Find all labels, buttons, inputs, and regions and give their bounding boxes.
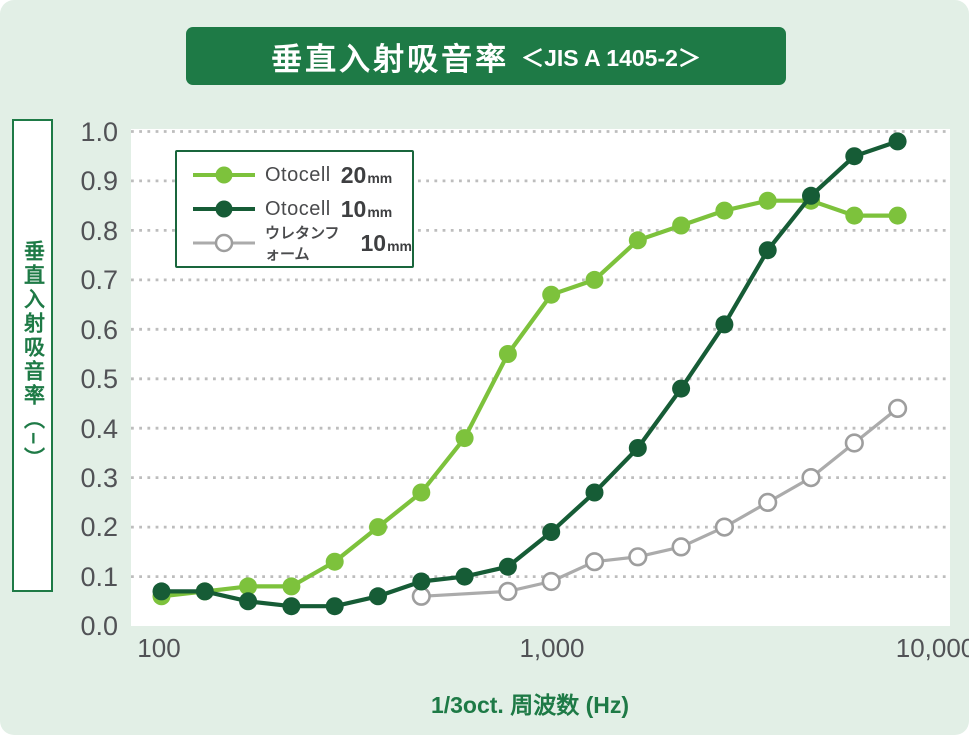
legend-item-urethane-foam-10mm: ウレタンフォーム 10 mm [191,225,412,263]
data-point-Otocell-10mm-250Hz [325,597,344,616]
legend-label: Otocell [265,163,331,186]
data-point-Otocell-20mm-2000Hz [715,201,734,220]
data-point-Otocell-20mm-1600Hz [672,216,691,235]
data-point-Otocell-10mm-2000Hz [715,315,734,334]
legend-unit: mm [387,238,412,254]
y-tick-1.0: 1.0 [80,117,118,147]
legend-item-otocell-20mm: Otocell 20 mm [191,160,412,190]
x-axis-title: 1/3oct. 周波数 (Hz) [430,692,630,718]
y-tick-0.7: 0.7 [80,265,118,295]
data-point-Otocell-10mm-3150Hz [802,186,820,205]
y-axis-title: 垂直入射吸音率（−） [21,239,45,472]
legend-label: ウレタンフォーム [265,225,340,263]
legend-unit: mm [367,204,393,220]
data-point-Otocell-10mm-200Hz [282,597,301,616]
data-point-ウレタンフォーム-10mm-2500Hz [758,492,778,513]
data-point-Otocell-10mm-1600Hz [672,379,691,398]
data-point-Otocell-20mm-4000Hz [845,206,864,225]
y-axis-title-box: 垂直入射吸音率（−） [12,119,53,592]
data-point-ウレタンフォーム-10mm-630Hz [498,581,518,602]
data-point-ウレタンフォーム-10mm-1000Hz [584,552,605,572]
data-point-Otocell-20mm-400Hz [412,483,431,502]
data-point-ウレタンフォーム-10mm-1600Hz [671,537,691,557]
data-point-Otocell-20mm-315Hz [369,518,387,537]
legend-thickness: 10 [340,195,367,222]
data-point-ウレタンフォーム-10mm-2000Hz [714,517,735,537]
legend-item-otocell-10mm: Otocell 10 mm [191,194,412,224]
data-point-Otocell-20mm-1250Hz [628,231,647,250]
y-tick-0.8: 0.8 [80,216,118,246]
legend-unit: mm [367,170,393,186]
x-tick-1000: 1,000 [519,633,585,663]
legend-marker-urethane-foam-icon [193,233,255,253]
data-point-Otocell-10mm-100Hz [152,582,171,601]
data-point-ウレタンフォーム-10mm-5000Hz [887,398,908,419]
y-tick-0.6: 0.6 [80,315,118,345]
legend-marker-otocell-20mm-icon [193,166,255,184]
data-point-Otocell-10mm-125Hz [195,582,214,601]
y-tick-0.5: 0.5 [80,364,118,394]
data-point-Otocell-10mm-5000Hz [888,132,907,151]
data-point-Otocell-20mm-200Hz [282,577,301,596]
data-point-Otocell-10mm-2500Hz [758,241,777,260]
data-point-Otocell-20mm-630Hz [498,345,517,363]
data-point-Otocell-10mm-800Hz [542,523,561,541]
page-title: 垂直入射吸音率 [271,41,510,77]
data-point-ウレタンフォーム-10mm-3150Hz [801,468,821,488]
data-point-Otocell-10mm-1000Hz [585,483,604,502]
jis-standard-label: ＜JIS A 1405-2＞ [521,45,701,71]
y-tick-0.2: 0.2 [80,512,118,542]
data-point-Otocell-10mm-4000Hz [845,147,864,166]
data-point-Otocell-10mm-315Hz [369,587,387,606]
data-point-Otocell-20mm-5000Hz [888,206,907,225]
x-tick-100: 100 [137,633,181,663]
data-point-ウレタンフォーム-10mm-4000Hz [844,433,864,453]
y-tick-0.9: 0.9 [80,166,118,196]
data-point-Otocell-10mm-400Hz [412,572,431,591]
absorption-coefficient-chart [131,130,950,616]
x-tick-10000: 10,000 [895,633,969,663]
data-point-Otocell-20mm-2500Hz [758,191,777,210]
legend-marker-otocell-10mm-icon [193,200,255,218]
y-tick-0.0: 0.0 [80,611,118,641]
data-point-ウレタンフォーム-10mm-1250Hz [628,547,648,567]
data-point-Otocell-10mm-630Hz [498,557,517,576]
legend-thickness: 20 [340,161,367,188]
data-point-Otocell-20mm-160Hz [239,577,258,596]
data-point-Otocell-20mm-250Hz [325,552,344,571]
data-point-Otocell-10mm-160Hz [239,592,258,611]
legend-thickness: 10 [360,229,387,256]
data-point-Otocell-20mm-1000Hz [585,270,604,289]
y-tick-0.4: 0.4 [80,414,118,444]
data-point-Otocell-20mm-800Hz [542,285,561,304]
data-point-Otocell-10mm-1250Hz [628,439,647,457]
y-tick-0.1: 0.1 [80,562,118,592]
data-point-Otocell-10mm-500Hz [455,567,474,586]
title-banner: 垂直入射吸音率 ＜JIS A 1405-2＞ [186,27,786,85]
data-point-Otocell-20mm-500Hz [455,429,474,448]
legend-label: Otocell [265,197,331,220]
data-point-ウレタンフォーム-10mm-800Hz [541,571,561,592]
y-tick-0.3: 0.3 [80,463,118,493]
legend: Otocell 20 mm Otocell 10 mm ウレタンフォーム 10 … [175,150,414,268]
